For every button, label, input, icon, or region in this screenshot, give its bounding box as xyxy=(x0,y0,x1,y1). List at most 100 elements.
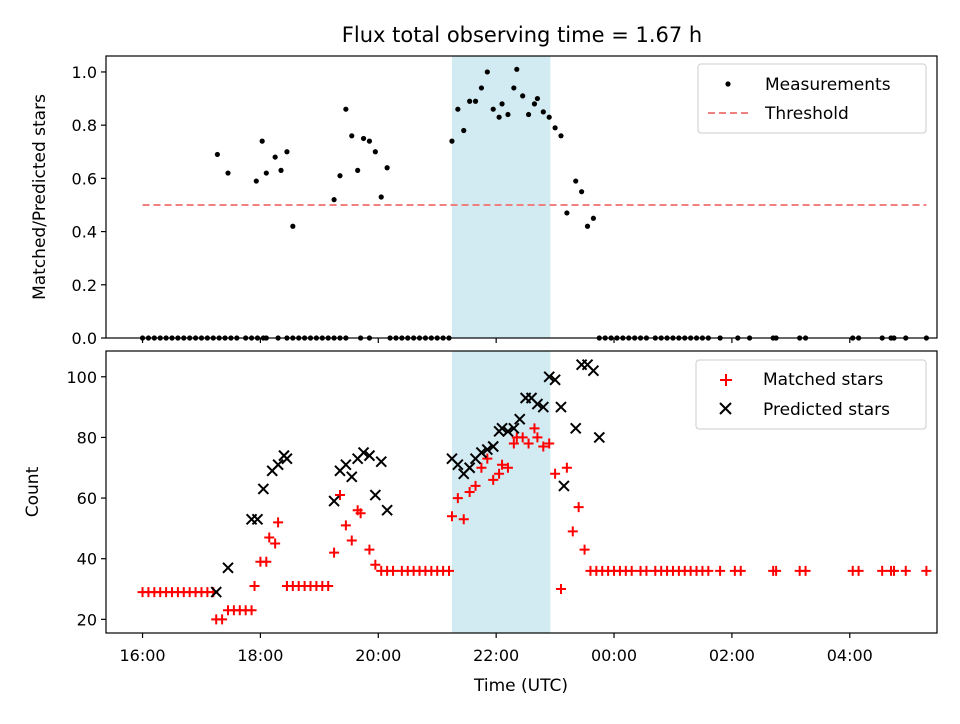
predicted-star-point xyxy=(502,425,514,438)
count-panel-ylabel: Count xyxy=(23,466,43,517)
x-tick-label: 16:00 xyxy=(119,646,165,665)
y-tick-label: 40 xyxy=(77,550,97,569)
matched-star-point xyxy=(273,517,284,528)
measurement-point xyxy=(214,151,220,158)
measurement-point xyxy=(331,197,337,203)
matched-star-point xyxy=(346,535,357,546)
count-legend-box xyxy=(695,359,927,430)
measurement-point xyxy=(259,138,265,144)
matched-star-point xyxy=(497,459,508,470)
matched-star-point xyxy=(508,438,519,449)
measurement-point xyxy=(564,210,570,216)
x-tick-label: 00:00 xyxy=(591,646,637,665)
measurement-point xyxy=(540,109,546,115)
matched-star-point xyxy=(771,565,782,576)
measurement-point xyxy=(455,106,461,112)
measurement-point xyxy=(511,85,517,91)
y-tick-label: 60 xyxy=(77,489,97,508)
matched-star-point xyxy=(444,565,455,576)
predicted-star-point xyxy=(340,459,352,471)
predicted-legend-marker xyxy=(719,402,732,415)
ratio-panel-frame xyxy=(105,55,938,339)
ratio-legend-box xyxy=(697,63,927,134)
y-tick-label: 80 xyxy=(77,428,97,447)
measurement-point xyxy=(590,215,597,221)
matched-star-point xyxy=(888,565,899,576)
measurement-point xyxy=(531,101,538,107)
matched-star-point xyxy=(538,441,549,452)
matched-star-point xyxy=(370,559,381,570)
matched-star-point xyxy=(270,538,281,549)
measurement-point xyxy=(478,85,485,91)
predicted-star-point xyxy=(487,440,499,453)
matched-star-point xyxy=(877,565,888,576)
predicted-star-point xyxy=(452,459,464,471)
matched-star-point xyxy=(532,432,543,443)
matched-star-point xyxy=(573,502,584,513)
matched-star-point xyxy=(921,565,932,576)
matched-star-point xyxy=(703,565,714,576)
matched-star-point xyxy=(249,581,260,591)
matched-star-point xyxy=(446,511,457,522)
matched-star-point xyxy=(800,565,811,576)
matched-star-point xyxy=(458,514,469,525)
y-tick-label: 0.4 xyxy=(72,223,97,242)
x-tick-label: 20:00 xyxy=(355,646,401,665)
predicted-star-point xyxy=(210,586,222,598)
threshold-legend-label: Threshold xyxy=(764,104,849,124)
measurement-point xyxy=(355,167,361,173)
measurement-point xyxy=(558,133,564,139)
predicted-star-point xyxy=(346,471,358,483)
predicted-star-point xyxy=(543,371,555,383)
measurement-point xyxy=(278,167,284,173)
predicted-star-point xyxy=(257,483,270,495)
measurement-point xyxy=(499,101,505,107)
matched-star-point xyxy=(217,614,228,625)
matched-star-point xyxy=(452,493,463,504)
matched-star-point xyxy=(329,547,340,558)
ratio-panel-ylabel: Matched/Predicted stars xyxy=(30,94,50,300)
measurement-point xyxy=(343,106,349,112)
predicted-star-point xyxy=(514,413,526,425)
predicted-star-point xyxy=(593,431,606,444)
predicted-star-point xyxy=(531,398,544,410)
matched-star-point xyxy=(555,584,566,595)
measurement-point xyxy=(290,223,296,229)
measurement-point xyxy=(225,170,231,176)
measurement-point xyxy=(366,138,373,144)
y-tick-label: 0.2 xyxy=(72,276,97,295)
predicted-star-point xyxy=(537,401,550,413)
x-tick-label: 02:00 xyxy=(709,646,755,665)
matched-star-point xyxy=(853,565,864,576)
matched-star-point xyxy=(340,520,351,531)
matched-star-point xyxy=(523,438,534,449)
predicted-star-point xyxy=(363,449,376,462)
measurement-point xyxy=(534,95,541,102)
predicted-star-point xyxy=(481,443,494,456)
measurement-point xyxy=(449,138,455,144)
matched-star-point xyxy=(529,423,540,434)
measurement-point xyxy=(360,135,367,142)
measurement-point xyxy=(546,114,552,120)
predicted-star-point xyxy=(328,495,340,507)
measurement-point xyxy=(461,127,467,134)
predicted-star-point xyxy=(496,422,508,435)
measurement-point xyxy=(349,133,355,139)
chart-title: Flux total observing time = 1.67 h xyxy=(342,23,702,47)
matched-star-point xyxy=(261,556,272,567)
measurements-legend-marker xyxy=(725,81,731,87)
count-legend: Matched stars Predicted stars xyxy=(695,359,927,430)
measurement-point xyxy=(584,223,591,229)
measurement-point xyxy=(272,154,278,160)
predicted-star-point xyxy=(369,489,382,501)
matched-star-point xyxy=(715,565,726,576)
count-panel: 20 40 60 80 100 16:00 18:00 20:00 22:00 00:00 02:… xyxy=(23,350,938,665)
matched-star-point xyxy=(470,480,481,491)
predicted-star-point xyxy=(357,446,370,459)
x-tick-label: 22:00 xyxy=(473,646,519,665)
predicted-star-point xyxy=(375,455,387,468)
matched-star-point xyxy=(355,508,366,519)
y-tick-label: 0.8 xyxy=(72,116,97,135)
measurement-point xyxy=(579,189,585,195)
predicted-star-point xyxy=(587,365,600,377)
